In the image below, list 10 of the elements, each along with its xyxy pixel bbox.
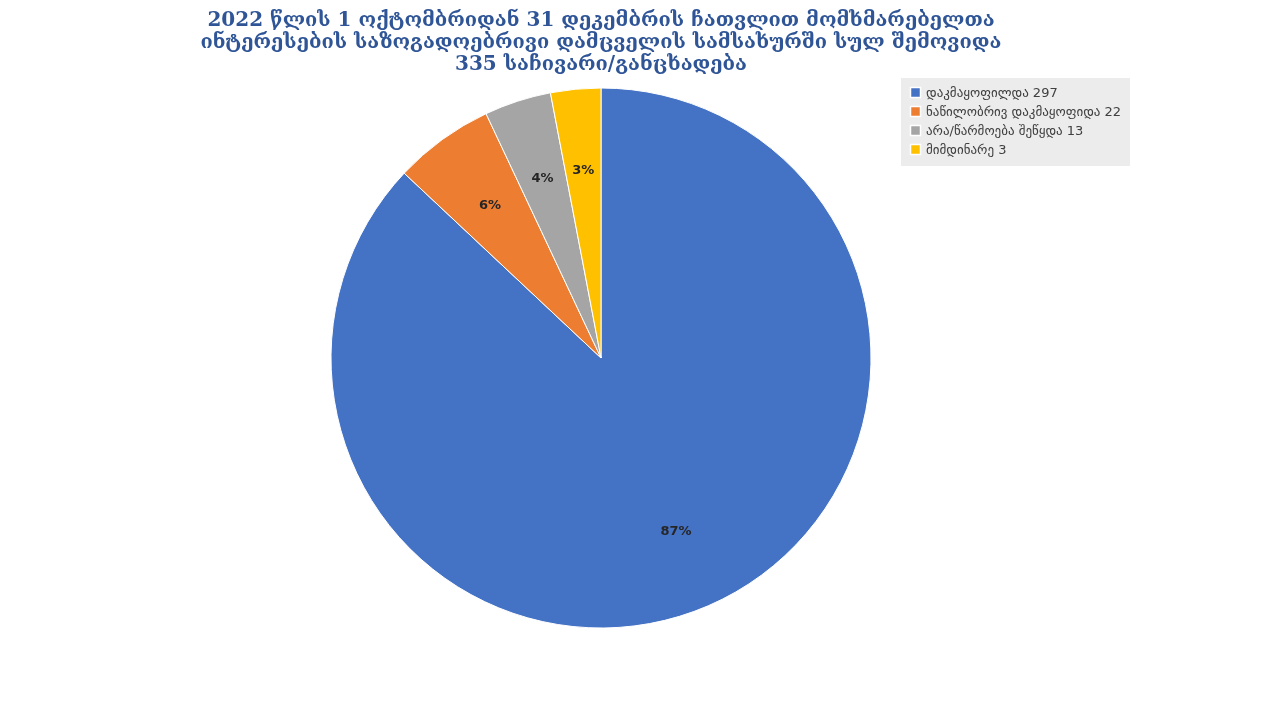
legend-label: მიმდინარე 3 — [926, 141, 1007, 157]
pie-slice — [330, 87, 872, 629]
data-label: 87% — [660, 523, 692, 539]
data-label: 4% — [531, 170, 554, 186]
legend-label: არა/წარმოება შეწყდა 13 — [926, 122, 1084, 138]
chart-title: 2022 წლის 1 ოქტომბრიდან 31 დეკემბრის ჩათვლით მომხმარებელთა ინტერესების საზოგადოებრივი დამცველის სამსახურში სულ შემოვიდა 335 საჩივარი/განცხადება — [200, 7, 1002, 75]
legend-label: დაკმაყოფილდა 297 — [926, 84, 1058, 100]
legend-label: ნაწილობრივ დაკმაყოფიდა 22 — [926, 103, 1122, 119]
data-label: 3% — [572, 161, 595, 177]
data-label: 6% — [478, 197, 501, 213]
